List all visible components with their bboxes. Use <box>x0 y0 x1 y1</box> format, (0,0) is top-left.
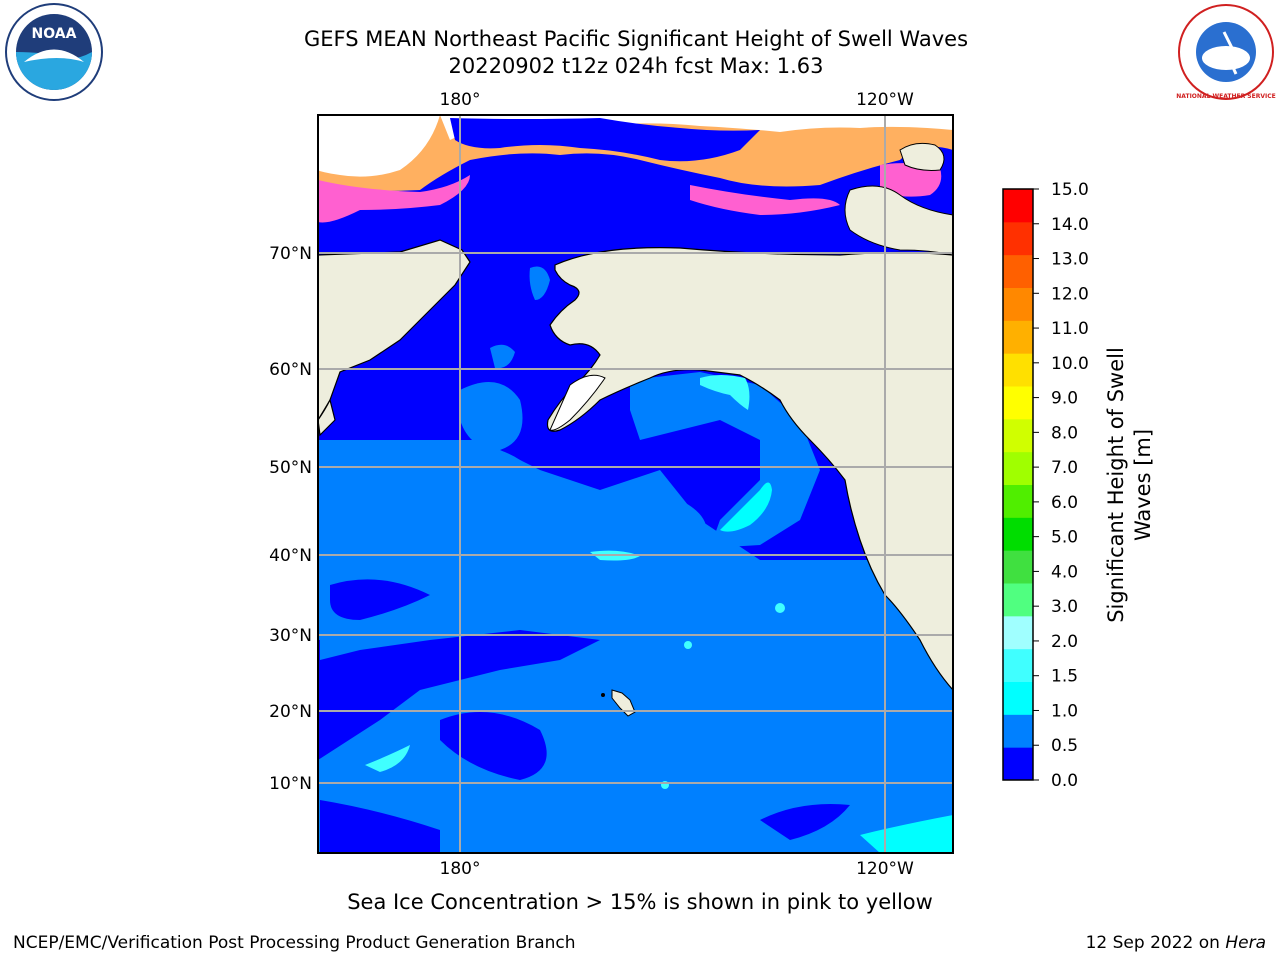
colorbar-tick-label: 6.0 <box>1051 493 1078 513</box>
colorbar-swatch <box>1003 353 1033 387</box>
lon-label-bottom-180: 180° <box>440 859 481 879</box>
colorbar-tick-label: 5.0 <box>1051 528 1078 548</box>
colorbar-swatch <box>1003 320 1033 354</box>
chart-title: GEFS MEAN Northeast Pacific Significant … <box>303 27 969 51</box>
colorbar-frame <box>1002 188 1034 781</box>
swell-region <box>330 579 430 620</box>
land-chukotka-ice <box>549 374 606 431</box>
colorbar-tick-label: 12.0 <box>1051 284 1089 304</box>
lon-label-top-180: 180° <box>440 90 481 110</box>
graticule <box>318 115 953 853</box>
swell-region <box>529 266 550 300</box>
sea-ice-note: Sea Ice Concentration > 15% is shown in … <box>347 890 933 914</box>
colorbar-swatch <box>1003 386 1033 420</box>
swell-region <box>490 344 515 369</box>
swell-region <box>860 815 953 853</box>
sea-ice-region <box>450 118 760 162</box>
lat-label-60n: 60°N <box>269 360 312 380</box>
colorbar-tick-label: 11.0 <box>1051 319 1089 339</box>
colorbar-tick-label: 0.5 <box>1051 736 1078 756</box>
land-siberia <box>318 239 471 422</box>
colorbar-swatch <box>1003 484 1033 518</box>
swell-region <box>365 745 410 772</box>
colorbar-label-line2: Waves [m] <box>1131 429 1155 541</box>
colorbar-swatch <box>1003 550 1033 584</box>
land-arctic-islands <box>844 185 953 256</box>
colorbar-tick-label: 10.0 <box>1051 354 1089 374</box>
footer-host: Hera <box>1225 933 1266 953</box>
land-kamchatka <box>318 398 336 437</box>
swell-region <box>684 641 692 649</box>
colorbar-tick-label: 15.0 <box>1051 180 1089 200</box>
colorbar-tick-label: 1.0 <box>1051 701 1078 721</box>
colorbar-tick-label: 3.0 <box>1051 597 1078 617</box>
colorbar-swatch <box>1003 418 1033 453</box>
noaa-logo: NOAA <box>5 3 103 101</box>
colorbar-swatch <box>1003 583 1033 617</box>
lon-label-top-120w: 120°W <box>856 90 914 110</box>
colorbar-tick-label: 14.0 <box>1051 215 1089 235</box>
colorbar-tick-label: 8.0 <box>1051 423 1078 443</box>
lat-label-40n: 40°N <box>269 546 312 566</box>
land-arctic-islands <box>899 142 945 171</box>
nws-logo: NATIONAL WEATHER SERVICE <box>1176 4 1276 100</box>
land-hawaii <box>601 693 605 697</box>
lat-label-20n: 20°N <box>269 702 312 722</box>
swell-region <box>440 712 547 780</box>
colorbar-tick-label: 4.0 <box>1051 562 1078 582</box>
colorbar-swatch <box>1003 287 1033 321</box>
colorbar-tick-label: 9.0 <box>1051 389 1078 409</box>
sea-ice-region <box>690 185 840 215</box>
footer-credit: NCEP/EMC/Verification Post Processing Pr… <box>13 933 576 953</box>
swell-region <box>720 482 772 532</box>
colorbar-swatch <box>1003 714 1033 748</box>
footer-date-text: 12 Sep 2022 on <box>1085 933 1220 953</box>
lat-label-30n: 30°N <box>269 626 312 646</box>
swell-region <box>318 446 707 560</box>
swell-region <box>460 382 523 450</box>
colorbar-swatch <box>1003 451 1033 485</box>
colorbar-tick-label: 1.5 <box>1051 667 1078 687</box>
swell-region <box>760 804 850 840</box>
lat-label-70n: 70°N <box>269 244 312 264</box>
chart-subtitle: 20220902 t12z 024h fcst Max: 1.63 <box>448 54 824 78</box>
sea-ice-region <box>318 175 470 223</box>
lon-label-bottom-120w: 120°W <box>856 859 914 879</box>
footer-date: 12 Sep 2022 on Hera <box>1086 933 1266 953</box>
colorbar-swatch <box>1003 189 1033 223</box>
map-frame <box>317 114 954 854</box>
colorbar-label-line1: Significant Height of Swell <box>1104 347 1128 623</box>
swell-region <box>700 375 750 410</box>
colorbar-swatch <box>1003 517 1033 551</box>
lat-label-10n: 10°N <box>269 774 312 794</box>
colorbar-swatch <box>1003 648 1033 682</box>
colorbar-tick-label: 13.0 <box>1051 250 1089 270</box>
colorbar-swatch <box>1003 681 1033 715</box>
lat-label-50n: 50°N <box>269 458 312 478</box>
colorbar-swatch <box>1003 747 1033 781</box>
colorbar: 15.0 14.0 13.0 12.0 11.0 10.0 9.0 8.0 7.0 6.0 5.0 4… <box>1002 180 1089 791</box>
colorbar-tick-label: 2.0 <box>1051 632 1078 652</box>
noaa-logo-text: NOAA <box>32 26 77 42</box>
sea-ice-region <box>880 163 942 197</box>
colorbar-tick-label: 7.0 <box>1051 458 1078 478</box>
colorbar-swatch <box>1003 221 1033 256</box>
colorbar-swatch <box>1003 615 1033 650</box>
swell-region <box>320 800 440 853</box>
nws-logo-text: NATIONAL WEATHER SERVICE <box>1176 93 1275 100</box>
map-area <box>318 115 953 853</box>
colorbar-tick-label: 0.0 <box>1051 771 1078 791</box>
swell-region <box>630 372 820 548</box>
land-hawaii <box>611 689 636 717</box>
swell-region <box>775 603 785 613</box>
colorbar-swatch <box>1003 254 1033 288</box>
sea-ice-region <box>318 115 440 177</box>
